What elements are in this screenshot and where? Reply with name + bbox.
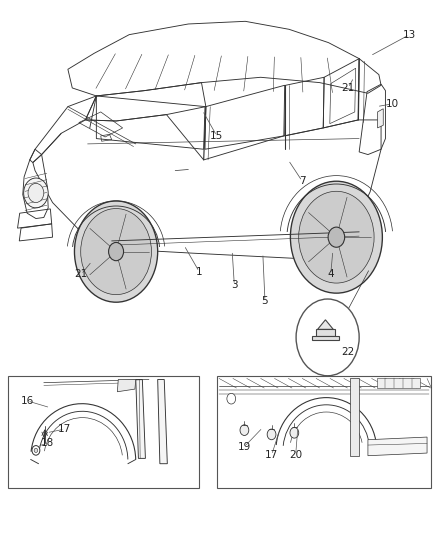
Polygon shape (312, 336, 339, 340)
Text: 7: 7 (299, 176, 306, 186)
Polygon shape (377, 378, 420, 388)
Polygon shape (378, 109, 383, 128)
Circle shape (81, 208, 152, 295)
Text: 21: 21 (74, 270, 88, 279)
Text: 17: 17 (265, 450, 278, 460)
Text: 13: 13 (403, 30, 416, 39)
Text: 5: 5 (261, 296, 268, 306)
Text: 15: 15 (210, 131, 223, 141)
Circle shape (328, 227, 345, 247)
Text: 3: 3 (231, 280, 238, 290)
Polygon shape (350, 378, 359, 456)
Circle shape (240, 425, 249, 435)
Circle shape (299, 191, 374, 283)
Polygon shape (136, 379, 145, 458)
Circle shape (74, 201, 158, 302)
Circle shape (32, 446, 40, 455)
Polygon shape (316, 329, 335, 336)
Text: 22: 22 (342, 347, 355, 357)
Text: 19: 19 (238, 442, 251, 451)
Circle shape (34, 448, 38, 453)
Bar (217, 376, 431, 488)
Text: 10: 10 (385, 99, 399, 109)
Circle shape (267, 429, 276, 440)
Polygon shape (158, 379, 167, 464)
Circle shape (28, 183, 44, 203)
Text: 17: 17 (58, 424, 71, 434)
Text: 18: 18 (41, 439, 54, 448)
Circle shape (290, 427, 299, 438)
Circle shape (24, 178, 48, 208)
Text: 20: 20 (289, 450, 302, 460)
Circle shape (296, 299, 359, 376)
Polygon shape (368, 437, 427, 456)
Circle shape (290, 181, 382, 293)
Polygon shape (318, 320, 333, 329)
Circle shape (109, 243, 124, 261)
Text: 21: 21 (342, 83, 355, 93)
Polygon shape (117, 379, 136, 392)
Text: 16: 16 (21, 396, 34, 406)
Bar (8, 376, 199, 488)
Text: 1: 1 (196, 267, 203, 277)
Circle shape (227, 393, 236, 404)
Text: 4: 4 (327, 270, 334, 279)
